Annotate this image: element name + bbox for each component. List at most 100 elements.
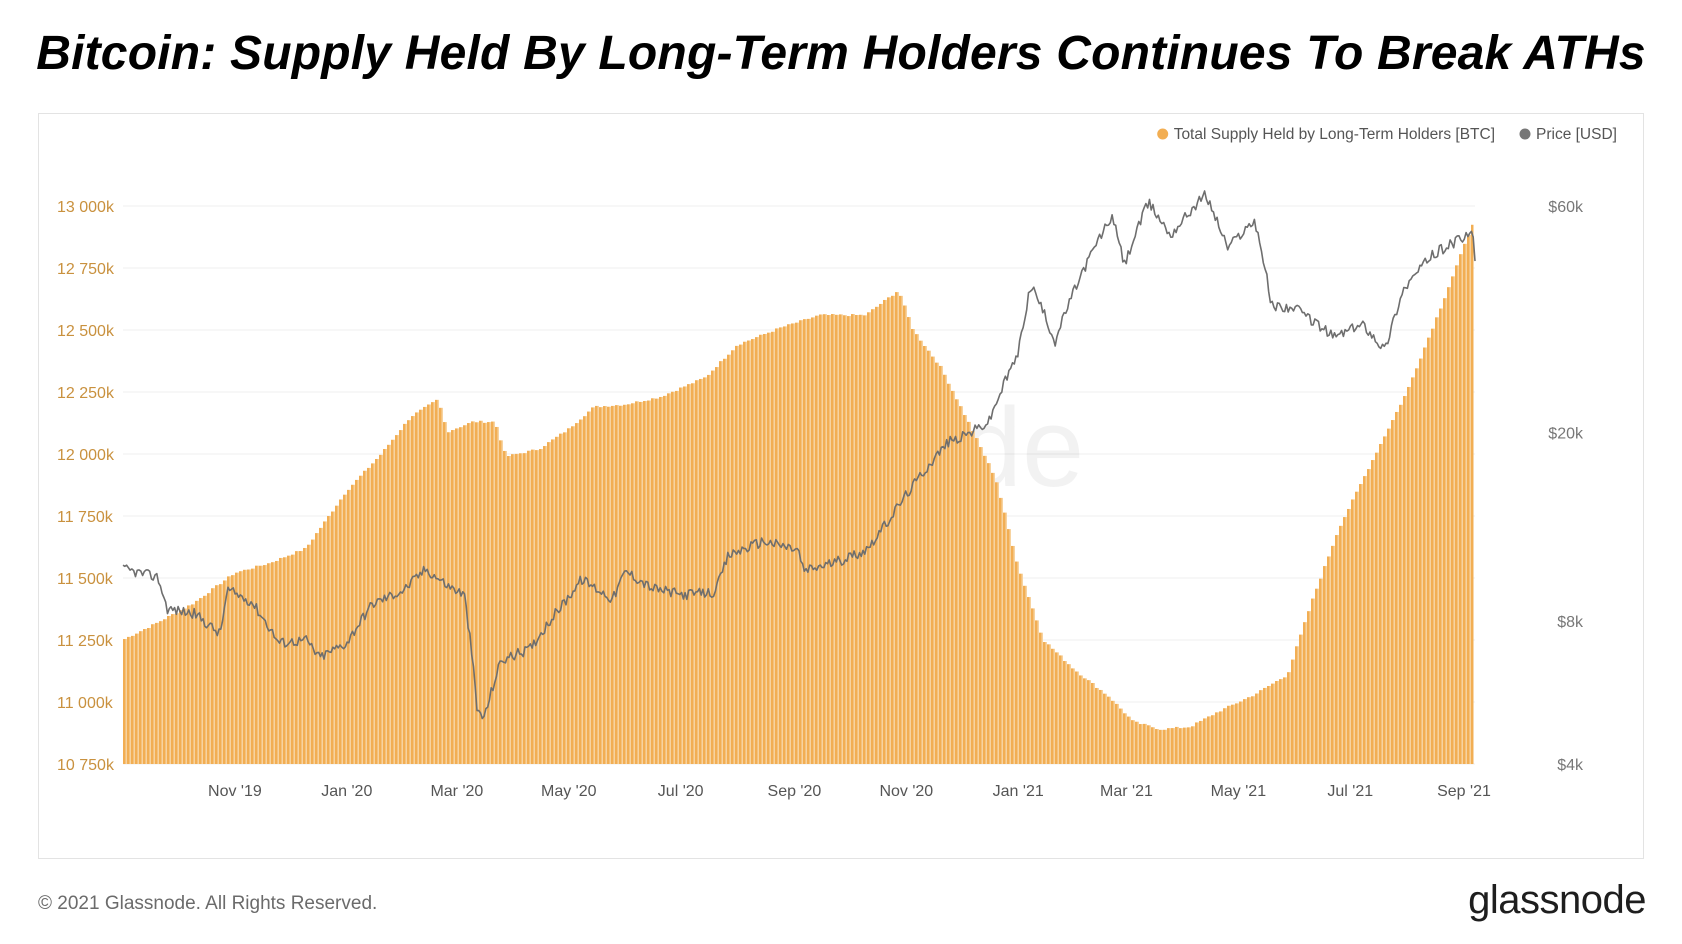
supply-bar [971, 431, 974, 764]
supply-bar [1283, 677, 1286, 764]
supply-bar [623, 404, 626, 764]
supply-bar [271, 562, 274, 764]
supply-bar [191, 604, 194, 764]
legend-label: Total Supply Held by Long-Term Holders [… [1174, 126, 1495, 143]
supply-bar [283, 557, 286, 764]
supply-bar [407, 420, 410, 764]
supply-bar-gap [649, 400, 651, 764]
supply-bar-gap [1337, 535, 1339, 764]
supply-bar [1235, 703, 1238, 764]
supply-bar-gap [1225, 708, 1227, 764]
supply-bar [1203, 718, 1206, 764]
supply-bar [1451, 276, 1454, 764]
supply-bar [1387, 428, 1390, 764]
supply-bar-gap [141, 631, 143, 764]
supply-bar [1343, 517, 1346, 764]
supply-bar-gap [829, 315, 831, 764]
supply-bar [1003, 512, 1006, 764]
supply-bar [339, 499, 342, 764]
supply-bar [131, 635, 134, 764]
supply-bar [1263, 687, 1266, 764]
supply-bar-gap [329, 516, 331, 764]
supply-bar [223, 580, 226, 764]
supply-bar [1047, 644, 1050, 764]
supply-bar [719, 361, 722, 764]
supply-bar-gap [1093, 683, 1095, 764]
supply-bar [579, 419, 582, 764]
price-line [122, 190, 1476, 720]
supply-bar [819, 314, 822, 764]
supply-bar-gap [165, 619, 167, 764]
supply-bar-gap [1469, 234, 1471, 764]
supply-bar-gap [201, 598, 203, 764]
supply-bar-gap [1117, 703, 1119, 764]
supply-bar [215, 585, 218, 764]
supply-bar [1339, 525, 1342, 764]
supply-bar-gap [1213, 715, 1215, 764]
supply-bar [1191, 726, 1194, 764]
supply-bar-gap [921, 340, 923, 764]
supply-bar [431, 402, 434, 764]
right-axis-tick-label: $60k [1548, 199, 1584, 216]
supply-bar [207, 593, 210, 764]
supply-bar-gap [805, 319, 807, 764]
supply-bar-gap [1349, 508, 1351, 764]
supply-bar-gap [609, 406, 611, 764]
supply-bar-gap [1013, 545, 1015, 764]
supply-bar [435, 399, 438, 764]
x-axis-tick-label: Jul '21 [1327, 783, 1373, 800]
supply-bar-gap [1129, 716, 1131, 764]
supply-bar-gap [985, 455, 987, 764]
supply-bar [851, 314, 854, 764]
supply-bar [1411, 377, 1414, 764]
supply-bar-gap [253, 568, 255, 764]
x-axis-tick-label: Mar '20 [430, 783, 483, 800]
supply-bar [1347, 508, 1350, 764]
supply-bar [1231, 704, 1234, 764]
supply-bar-gap [265, 565, 267, 764]
supply-bar [1455, 265, 1458, 764]
supply-bar [1303, 622, 1306, 764]
supply-bar-gap [1421, 358, 1423, 764]
supply-bar [487, 422, 490, 764]
supply-bar [747, 340, 750, 764]
supply-bar [475, 422, 478, 764]
supply-bar [399, 430, 402, 764]
supply-bar-gap [745, 341, 747, 764]
supply-bar [1039, 632, 1042, 764]
supply-bar-gap [1197, 722, 1199, 764]
supply-bar-gap [1361, 484, 1363, 764]
supply-bar-gap [1185, 727, 1187, 764]
supply-bar-gap [629, 404, 631, 764]
x-axis-tick-label: Sep '20 [768, 783, 822, 800]
supply-bar-gap [1229, 705, 1231, 764]
supply-bar [203, 595, 206, 764]
supply-bar [1011, 545, 1014, 764]
supply-bar-gap [529, 450, 531, 764]
supply-bar [531, 449, 534, 764]
supply-bar-gap [821, 314, 823, 764]
supply-bar-gap [905, 305, 907, 764]
supply-bar [167, 615, 170, 764]
supply-bar-gap [1169, 728, 1171, 764]
supply-bar-gap [469, 423, 471, 764]
supply-bar-gap [349, 489, 351, 764]
supply-bar [891, 295, 894, 764]
supply-bar-gap [1077, 671, 1079, 764]
supply-bar-gap [913, 329, 915, 764]
supply-bar [1227, 705, 1230, 764]
supply-bar [1279, 679, 1282, 764]
supply-bar [263, 565, 266, 764]
supply-bar [843, 315, 846, 764]
legend-marker [1519, 128, 1531, 140]
supply-bar-gap [1217, 712, 1219, 764]
supply-bar-gap [937, 362, 939, 764]
supply-bar-gap [653, 398, 655, 764]
supply-bar-gap [581, 419, 583, 764]
supply-bar-gap [177, 613, 179, 764]
supply-bar [275, 560, 278, 764]
supply-bar [1395, 411, 1398, 764]
supply-bar-gap [1289, 672, 1291, 764]
supply-bar [1447, 287, 1450, 764]
